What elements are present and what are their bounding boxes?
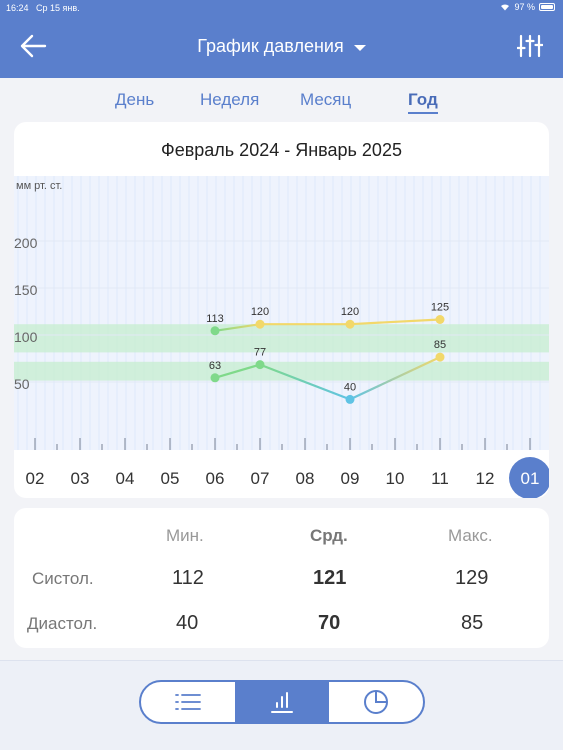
- status-time: 16:24: [6, 3, 29, 13]
- series-line-segment: [349, 356, 441, 401]
- data-label: 63: [209, 360, 221, 372]
- diastolic-avg: 70: [318, 612, 341, 634]
- y-axis-label: мм рт. ст.: [16, 180, 62, 192]
- status-bar: 16:24 Ср 15 янв. 97 %: [0, 0, 563, 16]
- data-point: [435, 352, 445, 362]
- caret-down-icon: [353, 44, 366, 51]
- x-tick-label: 04: [116, 469, 135, 488]
- x-tick-label: 03: [71, 469, 90, 488]
- pie-chart-icon: [364, 690, 388, 714]
- arrow-left-icon: [20, 34, 47, 58]
- normal-range-band: [14, 324, 549, 353]
- tab-day[interactable]: День: [115, 90, 155, 109]
- series-line-segment: [214, 323, 261, 332]
- page-title: График давления: [197, 36, 344, 56]
- header-min: Мин.: [166, 526, 204, 545]
- data-point: [255, 360, 265, 370]
- x-tick-label: 09: [341, 469, 360, 488]
- wifi-icon: [501, 4, 510, 11]
- data-label: 125: [431, 302, 449, 314]
- y-tick-label: 100: [14, 329, 38, 345]
- x-tick-label: 10: [386, 469, 405, 488]
- systolic-avg: 121: [313, 567, 347, 589]
- data-label: 85: [434, 339, 446, 351]
- data-point: [345, 319, 355, 329]
- tab-week[interactable]: Неделя: [200, 90, 260, 109]
- pie-view-button[interactable]: [329, 682, 423, 722]
- row-label-diastolic: Диастол.: [27, 614, 98, 633]
- data-point: [435, 315, 445, 324]
- diastolic-min: 40: [176, 612, 199, 634]
- x-tick-label: 08: [296, 469, 315, 488]
- filter-settings-button[interactable]: [516, 32, 544, 60]
- row-label-systolic: Систол.: [32, 569, 94, 588]
- data-label: 120: [341, 306, 359, 318]
- list-view-button[interactable]: [141, 682, 235, 722]
- status-date: Ср 15 янв.: [36, 3, 80, 13]
- sliders-icon: [516, 34, 544, 58]
- systolic-max: 129: [455, 567, 489, 589]
- series-line-segment: [349, 318, 441, 326]
- data-point: [345, 394, 355, 404]
- chart-title: Февраль 2024 - Январь 2025: [161, 140, 402, 160]
- x-tick-label: 06: [206, 469, 225, 488]
- app-header: 16:24 Ср 15 янв. 97 % График давления: [0, 0, 563, 78]
- series-line-segment: [259, 363, 351, 401]
- data-label: 120: [251, 306, 269, 318]
- bar-chart-icon: [271, 692, 293, 713]
- x-tick-label: 11: [431, 469, 449, 488]
- data-point: [210, 326, 220, 336]
- header-max: Макс.: [448, 526, 493, 545]
- y-tick-label: 50: [14, 376, 30, 392]
- data-label: 77: [254, 347, 266, 359]
- stats-card: Мин. Срд. Макс. Систол. 112 121 129 Диас…: [14, 508, 549, 648]
- x-tick-label: 02: [26, 469, 45, 488]
- data-point: [255, 319, 265, 329]
- series-line-segment: [214, 363, 261, 379]
- x-tick-label: 01: [521, 469, 540, 488]
- data-label: 40: [344, 381, 356, 393]
- chart-card: мм рт. ст. 50 100 150 200 02 03 04 05 06 07 08 09 10 1…: [14, 122, 549, 498]
- view-switcher: [139, 680, 425, 724]
- plot-background: [14, 176, 549, 450]
- header-avg: Срд.: [310, 526, 348, 545]
- battery-icon: [539, 3, 555, 11]
- chart-view-button[interactable]: [235, 682, 329, 722]
- x-tick-label: 07: [251, 469, 270, 488]
- tab-month[interactable]: Месяц: [300, 90, 352, 109]
- selected-month-highlight: [509, 457, 549, 498]
- normal-range-band: [14, 361, 549, 381]
- tab-year[interactable]: Год: [408, 90, 438, 114]
- bottom-bar: [0, 660, 563, 750]
- back-button[interactable]: [18, 32, 48, 60]
- status-right: 97 %: [500, 2, 555, 12]
- diastolic-max: 85: [461, 612, 484, 634]
- y-tick-label: 200: [14, 235, 38, 251]
- pressure-chart: мм рт. ст. 50 100 150 200 02 03 04 05 06 07 08 09 10 1…: [14, 176, 549, 498]
- x-tick-label: 12: [476, 469, 495, 488]
- data-label: 113: [206, 313, 224, 325]
- period-tabs: День Неделя Месяц Год: [0, 86, 563, 116]
- battery-percent: 97 %: [514, 2, 535, 12]
- chart-type-dropdown[interactable]: График давления: [0, 36, 563, 57]
- systolic-min: 112: [172, 567, 204, 589]
- data-point: [210, 373, 220, 383]
- list-icon: [175, 694, 201, 710]
- x-tick-label: 05: [161, 469, 180, 488]
- y-tick-label: 150: [14, 282, 38, 298]
